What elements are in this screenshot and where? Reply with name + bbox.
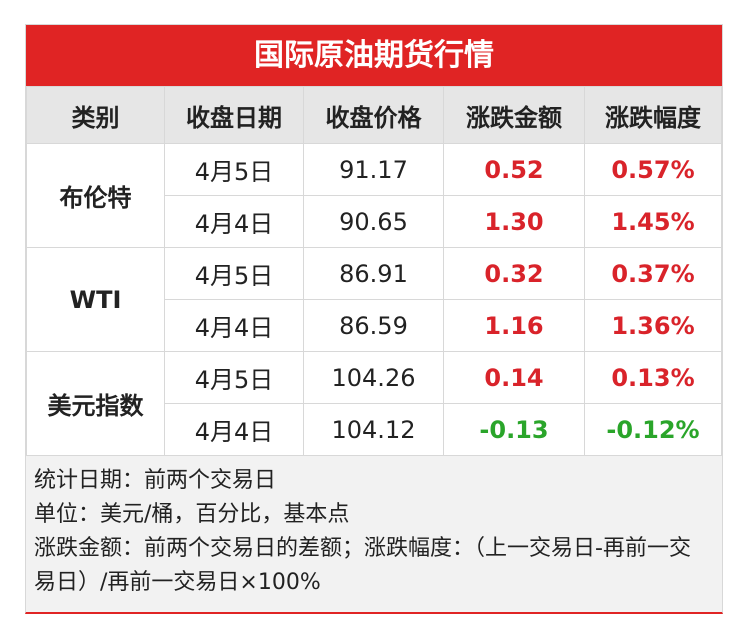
table-row: 布伦特 4月5日 91.17 0.52 0.57% xyxy=(26,143,722,248)
category-cell: 布伦特 xyxy=(26,143,165,248)
date-cell: 4月4日 xyxy=(164,195,304,248)
date-cell: 4月4日 xyxy=(164,403,304,456)
price-cell: 104.26 xyxy=(303,351,444,404)
quote-table: 类别 收盘日期 收盘价格 涨跌金额 涨跌幅度 布伦特 4月5日 91.17 0.52 0.57%… xyxy=(26,86,722,456)
note-line: 涨跌金额：前两个交易日的差额；涨跌幅度：（上一交易日-再前一交易日）/再前一交易… xyxy=(34,536,691,595)
column-header: 涨跌幅度 xyxy=(584,86,722,144)
date-cell: 4月5日 xyxy=(164,247,304,300)
category-cell: WTI xyxy=(26,247,165,352)
date-cell: 4月5日 xyxy=(164,351,304,404)
change-cell: 0.14 xyxy=(443,351,585,404)
date-cell: 4月5日 xyxy=(164,143,304,196)
change-cell: 0.37% xyxy=(584,247,722,300)
change-cell: 1.30 xyxy=(443,195,585,248)
price-cell: 104.12 xyxy=(303,403,444,456)
price-cell: 90.65 xyxy=(303,195,444,248)
change-cell: 1.16 xyxy=(443,299,585,352)
change-cell: 1.36% xyxy=(584,299,722,352)
column-header: 收盘价格 xyxy=(303,86,444,144)
table-row: 4月4日 104.12 -0.13 -0.12% xyxy=(27,403,722,456)
header-row: 类别 收盘日期 收盘价格 涨跌金额 涨跌幅度 xyxy=(26,86,722,144)
note-line: 单位：美元/桶，百分比，基本点 xyxy=(34,502,350,527)
category-cell: 美元指数 xyxy=(26,351,165,456)
column-header: 涨跌金额 xyxy=(443,86,585,144)
price-cell: 86.91 xyxy=(303,247,444,300)
change-cell: 0.52 xyxy=(443,143,585,196)
note-line: 统计日期：前两个交易日 xyxy=(34,468,277,493)
change-cell: -0.13 xyxy=(443,403,585,456)
notes: 统计日期：前两个交易日单位：美元/桶，百分比，基本点涨跌金额：前两个交易日的差额… xyxy=(26,456,722,612)
price-cell: 91.17 xyxy=(303,143,444,196)
change-cell: 1.45% xyxy=(584,195,722,248)
table-row: WTI 4月5日 86.91 0.32 0.37% xyxy=(26,247,722,352)
price-cell: 86.59 xyxy=(303,299,444,352)
change-cell: 0.13% xyxy=(584,351,722,404)
date-cell: 4月4日 xyxy=(164,299,304,352)
change-cell: 0.32 xyxy=(443,247,585,300)
change-cell: 0.57% xyxy=(584,143,722,196)
title: 国际原油期货行情 xyxy=(26,25,722,86)
change-cell: -0.12% xyxy=(584,403,722,456)
column-header: 类别 xyxy=(26,86,165,144)
table-row: 美元指数 4月5日 104.26 0.14 0.13% xyxy=(26,351,722,456)
column-header: 收盘日期 xyxy=(164,86,304,144)
table-body: 布伦特 4月5日 91.17 0.52 0.57% 4月4日 90.65 1.30 1.45% W… xyxy=(26,143,722,456)
quote-card: 国际原油期货行情 类别 收盘日期 收盘价格 涨跌金额 涨跌幅度 布伦特 4月5日 91.17… xyxy=(25,24,723,614)
